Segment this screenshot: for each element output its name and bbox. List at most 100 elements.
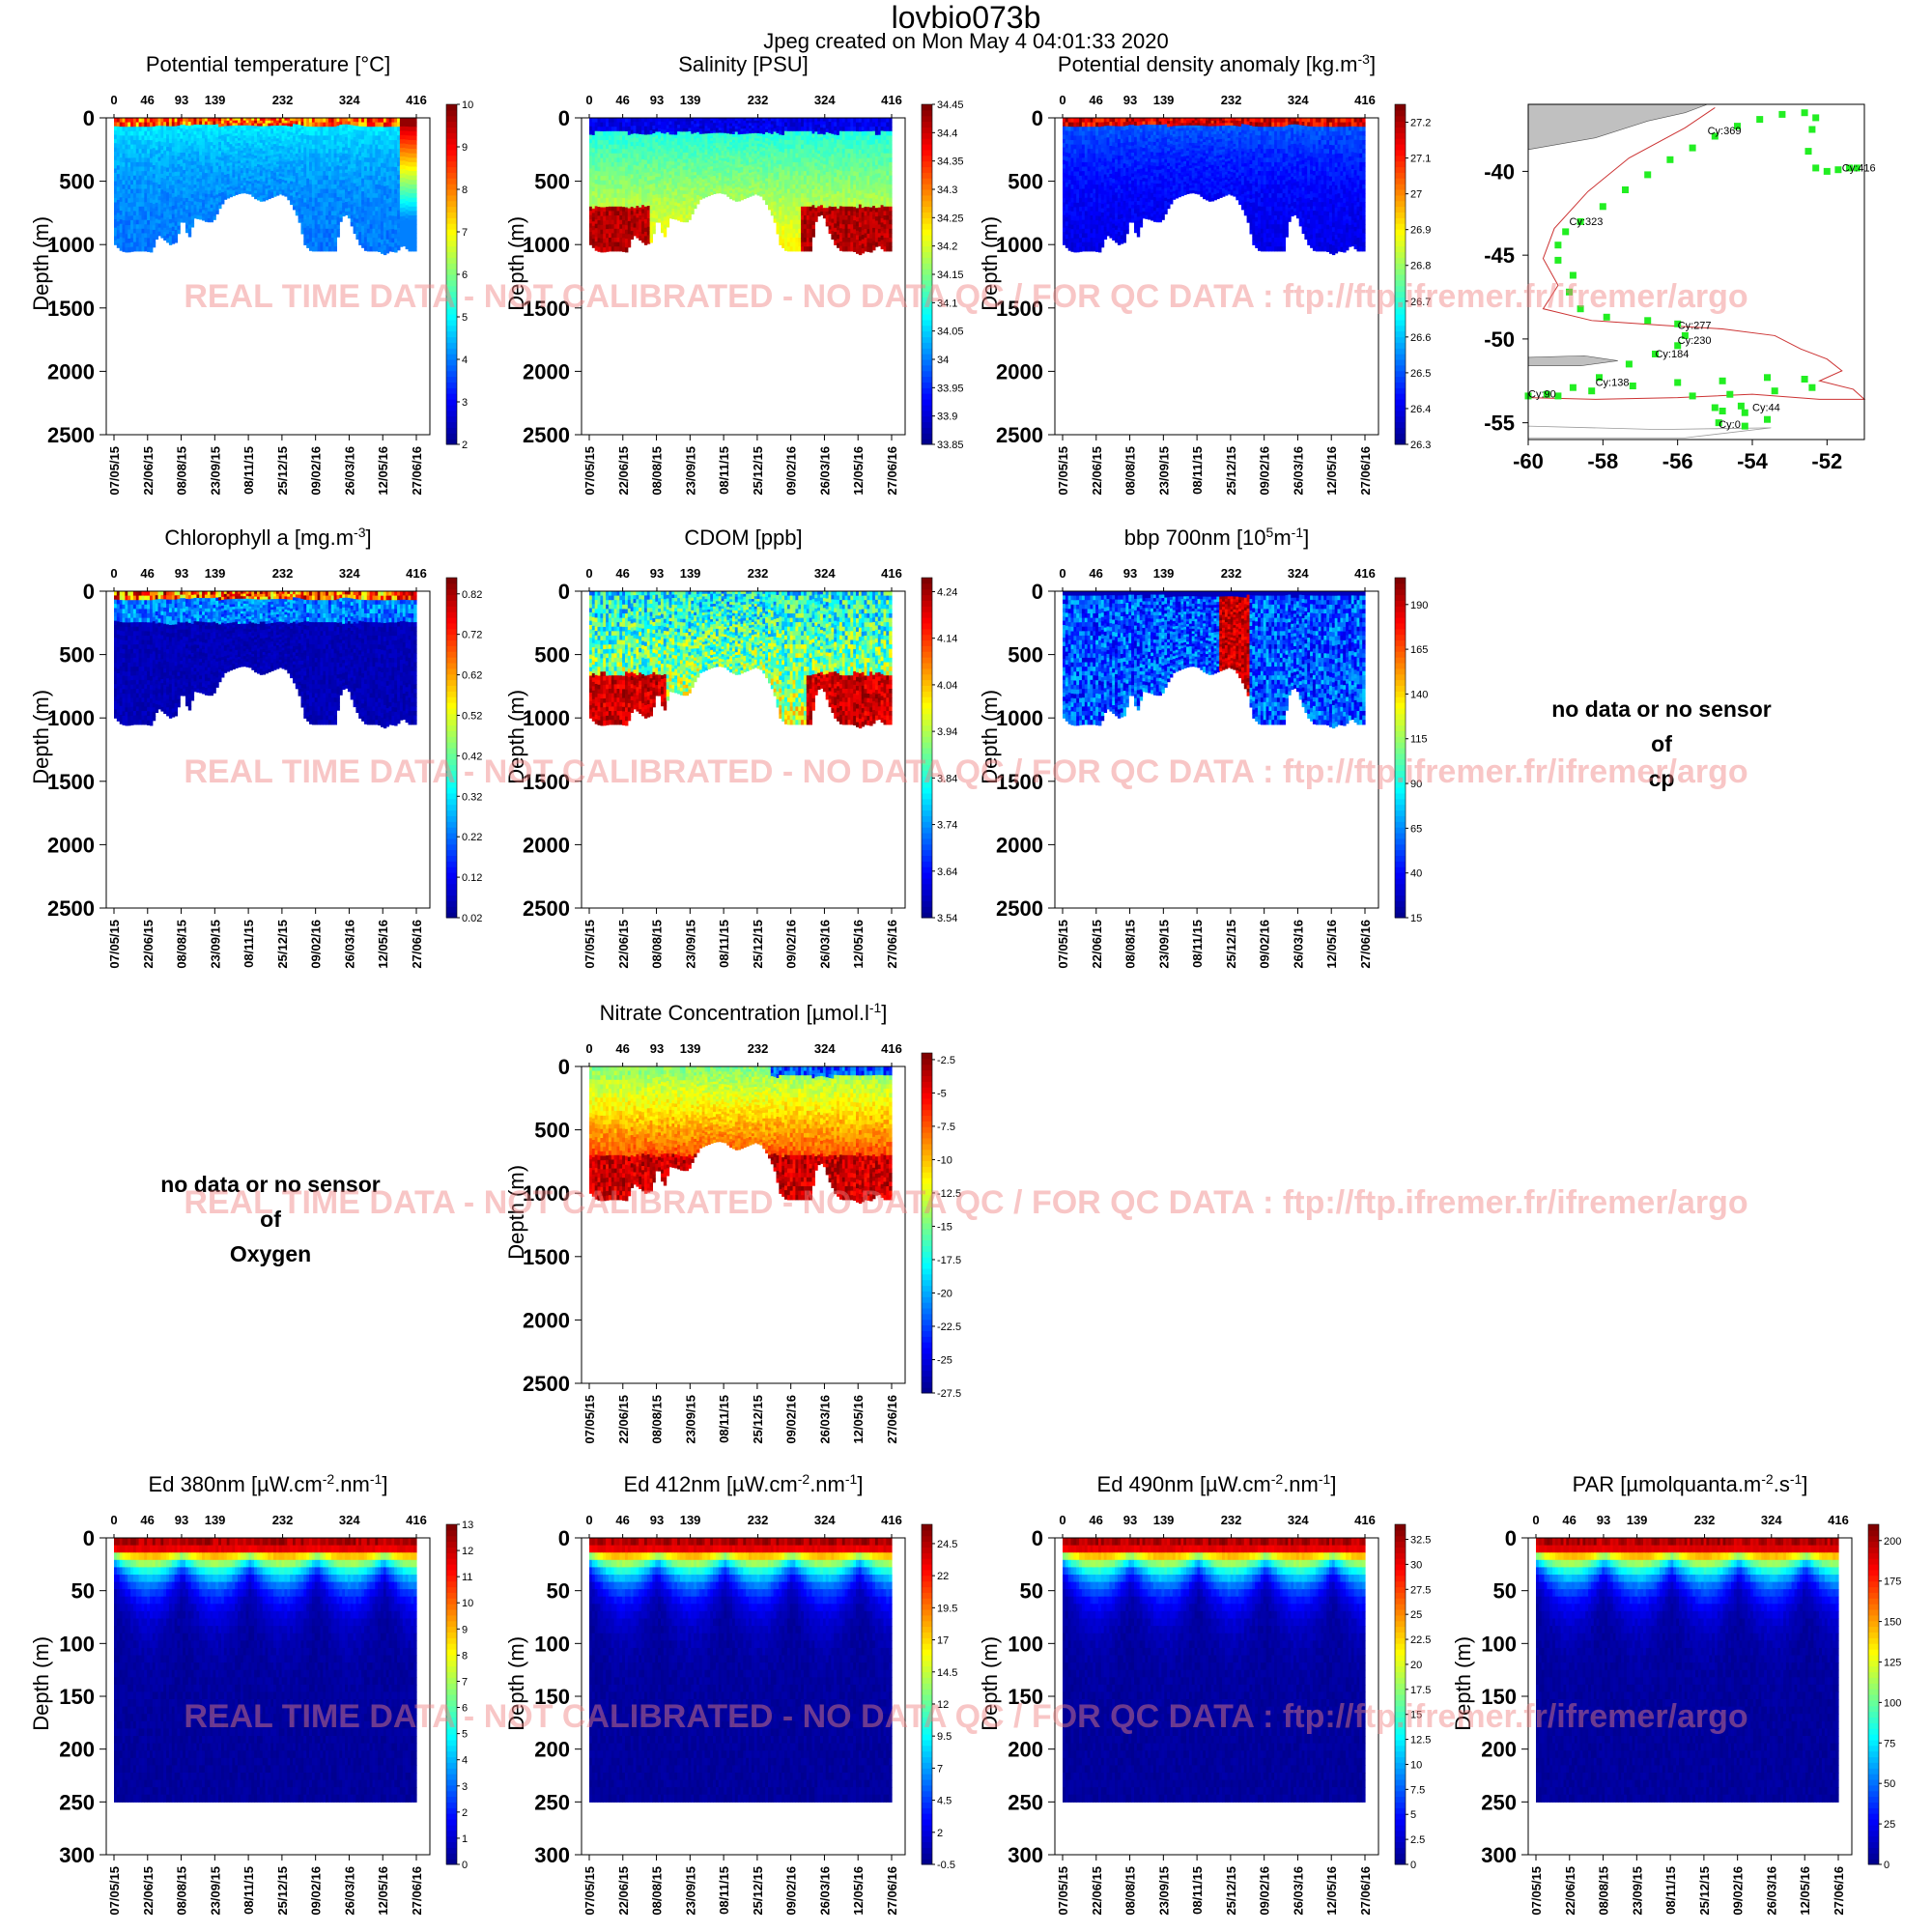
cell	[608, 215, 612, 221]
cell	[196, 148, 200, 153]
cell	[303, 240, 307, 245]
cell	[180, 145, 184, 150]
cell	[144, 193, 148, 199]
cell	[238, 185, 242, 189]
cell	[125, 149, 128, 155]
cell	[388, 211, 392, 216]
cell	[622, 224, 626, 230]
cell	[682, 134, 687, 140]
cell	[155, 129, 159, 135]
colorbar-cell	[446, 433, 457, 440]
cell	[160, 173, 164, 179]
cell	[232, 135, 236, 140]
cell	[643, 177, 648, 183]
cell	[674, 138, 678, 143]
cell	[268, 133, 271, 138]
cell	[141, 224, 145, 230]
cell	[363, 166, 368, 172]
cell	[399, 126, 404, 131]
cell	[226, 155, 231, 159]
cell	[174, 238, 178, 243]
cell	[688, 185, 692, 190]
cell	[119, 157, 124, 163]
cell	[363, 232, 368, 239]
cell	[688, 134, 692, 139]
cell	[218, 132, 222, 137]
cell	[639, 186, 642, 192]
cell	[411, 206, 414, 212]
cell	[221, 131, 225, 136]
cell	[215, 130, 219, 135]
cell	[163, 223, 167, 229]
cell	[229, 120, 233, 124]
cell	[240, 128, 244, 131]
cell	[652, 210, 656, 215]
cell	[122, 166, 126, 172]
cell	[369, 197, 373, 203]
cell	[183, 156, 186, 160]
cell	[643, 202, 648, 208]
cell	[171, 185, 176, 190]
cell	[411, 153, 414, 158]
cell	[381, 213, 384, 218]
cell	[199, 215, 203, 220]
cell	[333, 206, 337, 212]
cell	[388, 233, 392, 239]
cell	[608, 188, 612, 194]
cell	[166, 238, 170, 243]
cell	[183, 214, 186, 219]
cell	[399, 148, 404, 154]
cell	[257, 175, 261, 179]
cell	[245, 185, 249, 189]
cell	[213, 172, 216, 177]
cell	[658, 201, 662, 206]
cell	[314, 180, 319, 185]
cell	[668, 160, 672, 165]
cell	[125, 157, 128, 163]
cell	[207, 149, 212, 154]
cell	[119, 166, 124, 172]
colorbar-cell	[446, 115, 457, 123]
cell	[358, 156, 362, 161]
cell	[358, 236, 362, 242]
cell	[411, 135, 414, 141]
cell	[613, 215, 617, 221]
cell	[339, 125, 343, 129]
cell	[128, 225, 131, 231]
cell	[369, 127, 373, 132]
cell	[350, 211, 355, 216]
cell	[303, 198, 307, 204]
cell	[199, 212, 203, 216]
cell	[152, 178, 156, 184]
cell	[245, 162, 249, 167]
cell	[119, 219, 124, 225]
cell	[160, 193, 164, 199]
colorbar-cell	[446, 415, 457, 423]
cell	[399, 156, 404, 161]
cell	[213, 199, 216, 204]
cell	[251, 126, 255, 129]
cell	[114, 172, 118, 178]
cell	[254, 130, 258, 135]
cell	[394, 247, 398, 253]
cell	[358, 219, 362, 224]
cell	[333, 127, 337, 132]
cell	[199, 152, 203, 156]
cell	[613, 246, 617, 252]
cell	[163, 183, 167, 188]
cell	[141, 171, 145, 177]
cell	[320, 211, 324, 216]
cell	[232, 120, 236, 124]
cell	[177, 171, 181, 177]
cell	[135, 193, 140, 199]
cell	[381, 248, 384, 254]
cell	[180, 214, 184, 219]
cell	[694, 154, 697, 158]
cell	[643, 134, 648, 140]
cell	[122, 122, 126, 128]
cell	[652, 186, 656, 192]
cell	[254, 144, 258, 149]
cell	[257, 120, 261, 125]
cell	[663, 173, 668, 178]
cell	[155, 126, 159, 131]
